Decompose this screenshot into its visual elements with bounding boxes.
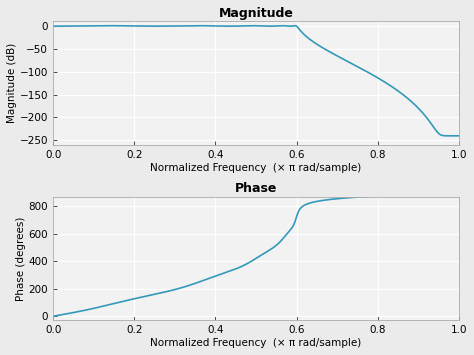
Title: Magnitude: Magnitude (219, 7, 293, 20)
X-axis label: Normalized Frequency  (× π rad/sample): Normalized Frequency (× π rad/sample) (150, 163, 362, 173)
Title: Phase: Phase (235, 182, 277, 195)
Y-axis label: Phase (degrees): Phase (degrees) (16, 216, 26, 301)
Y-axis label: Magnitude (dB): Magnitude (dB) (7, 43, 17, 123)
X-axis label: Normalized Frequency  (× π rad/sample): Normalized Frequency (× π rad/sample) (150, 338, 362, 348)
